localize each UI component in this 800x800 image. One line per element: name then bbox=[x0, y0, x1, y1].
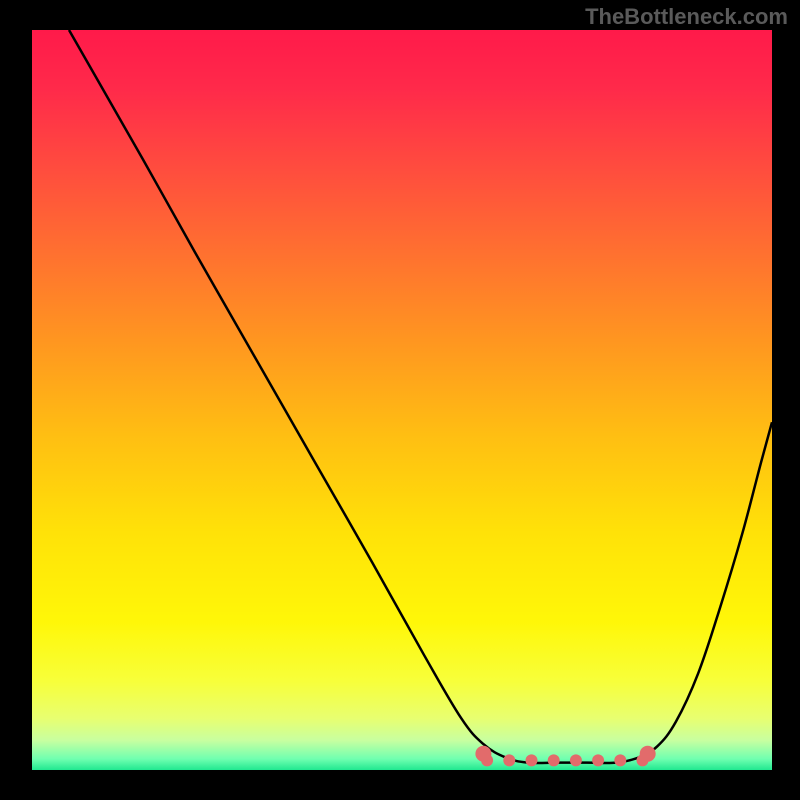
watermark-text: TheBottleneck.com bbox=[585, 4, 788, 30]
curve-overlay bbox=[32, 30, 772, 770]
plot-area bbox=[32, 30, 772, 770]
chart-container: TheBottleneck.com bbox=[0, 0, 800, 800]
bottom-marker bbox=[548, 754, 560, 766]
bottom-marker-endpoint bbox=[475, 746, 491, 762]
bottom-marker bbox=[592, 754, 604, 766]
bottom-marker bbox=[526, 754, 538, 766]
bottom-marker bbox=[570, 754, 582, 766]
bottom-marker bbox=[503, 754, 515, 766]
bottom-marker bbox=[614, 754, 626, 766]
curve-path bbox=[69, 30, 772, 763]
bottom-marker-endpoint bbox=[640, 746, 656, 762]
